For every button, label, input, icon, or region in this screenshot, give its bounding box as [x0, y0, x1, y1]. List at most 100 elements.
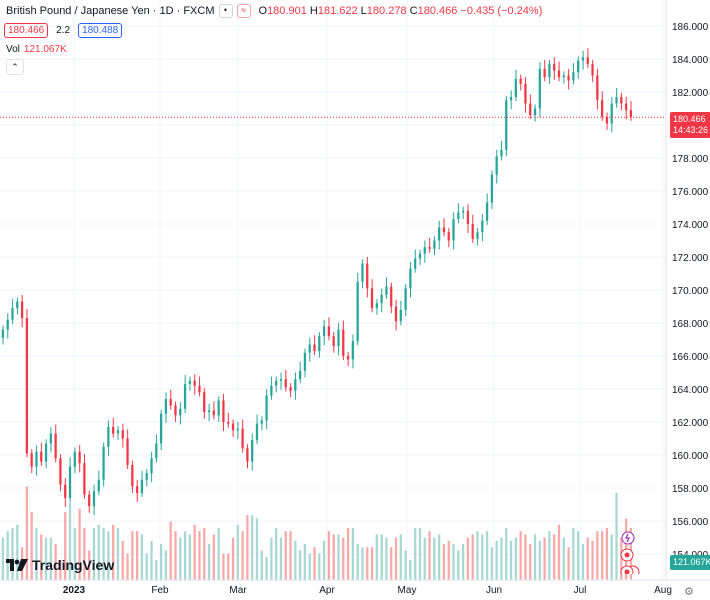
candle-body[interactable] — [366, 263, 369, 289]
candle-body[interactable] — [461, 210, 465, 213]
candle-body[interactable] — [438, 227, 441, 241]
event-markers[interactable] — [614, 528, 660, 574]
candle-body[interactable] — [174, 405, 177, 416]
candle-body[interactable] — [179, 408, 182, 416]
candle-body[interactable] — [596, 75, 599, 101]
candle-body[interactable] — [356, 281, 359, 342]
candle-body[interactable] — [308, 344, 311, 353]
candle-body[interactable] — [337, 329, 340, 347]
candle-body[interactable] — [227, 422, 230, 424]
candle-body[interactable] — [351, 341, 354, 360]
candle-body[interactable] — [44, 443, 48, 462]
candle-body[interactable] — [543, 68, 546, 78]
candle-body[interactable] — [92, 491, 96, 507]
buy-price-button[interactable]: 180.488 — [78, 23, 123, 38]
candle-body[interactable] — [121, 430, 124, 439]
candle-body[interactable] — [159, 413, 163, 444]
candle-body[interactable] — [562, 75, 565, 78]
candle-body[interactable] — [553, 63, 556, 71]
candle-body[interactable] — [332, 336, 335, 347]
candle-body[interactable] — [68, 466, 72, 498]
candle-body[interactable] — [601, 100, 604, 117]
candle-body[interactable] — [514, 78, 517, 97]
candle-body[interactable] — [303, 352, 307, 371]
candle-body[interactable] — [322, 326, 326, 337]
candle-body[interactable] — [452, 219, 455, 241]
candle-body[interactable] — [629, 110, 633, 117]
candle-body[interactable] — [313, 344, 316, 352]
candle-body[interactable] — [140, 479, 144, 493]
candle-body[interactable] — [572, 72, 575, 81]
candle-body[interactable] — [485, 202, 489, 221]
candle-body[interactable] — [581, 57, 585, 61]
candle-body[interactable] — [59, 458, 62, 485]
candle-body[interactable] — [203, 392, 206, 413]
volume-label[interactable]: Vol — [6, 44, 20, 55]
time-axis[interactable]: 2023 Feb Mar Apr May Jun Jul Aug — [63, 585, 672, 596]
candle-body[interactable] — [265, 395, 268, 421]
dot-indicator-icon[interactable]: • — [218, 4, 233, 18]
candle-body[interactable] — [275, 380, 278, 386]
candle-body[interactable] — [207, 410, 211, 413]
candle-body[interactable] — [471, 224, 474, 239]
candle-body[interactable] — [246, 448, 249, 462]
candle-body[interactable] — [591, 63, 594, 76]
candle-body[interactable] — [289, 387, 292, 391]
candle-body[interactable] — [150, 458, 153, 474]
candle-body[interactable] — [423, 247, 426, 254]
candle-body[interactable] — [385, 286, 388, 295]
candle-body[interactable] — [457, 212, 460, 220]
candle-body[interactable] — [20, 301, 24, 319]
candle-body[interactable] — [538, 68, 541, 109]
candle-body[interactable] — [236, 428, 239, 431]
candle-body[interactable] — [375, 303, 378, 309]
candle-body[interactable] — [49, 433, 52, 444]
candle-body[interactable] — [519, 78, 522, 84]
candle-body[interactable] — [30, 453, 33, 467]
candle-body[interactable] — [399, 309, 402, 322]
candle-body[interactable] — [112, 426, 115, 434]
candle-body[interactable] — [442, 227, 446, 233]
candle-body[interactable] — [126, 438, 129, 465]
candle-body[interactable] — [6, 319, 9, 330]
price-axis[interactable]: 186.000184.000182.000180.000178.000176.0… — [672, 22, 709, 561]
candle-body[interactable] — [217, 400, 220, 416]
candle-body[interactable] — [155, 443, 158, 459]
candle-body[interactable] — [40, 451, 43, 462]
candle-body[interactable] — [557, 70, 561, 78]
candle-body[interactable] — [164, 398, 168, 414]
compare-icon[interactable]: ≈ — [236, 4, 251, 18]
candle-body[interactable] — [318, 336, 321, 352]
settings-gear-icon[interactable]: ⚙ — [684, 586, 694, 598]
candle-body[interactable] — [102, 446, 105, 480]
candle-body[interactable] — [610, 103, 613, 124]
candle-body[interactable] — [135, 486, 139, 493]
candle-body[interactable] — [116, 430, 120, 434]
candle-body[interactable] — [183, 384, 187, 409]
candle-body[interactable] — [615, 96, 618, 104]
candle-body[interactable] — [193, 380, 196, 386]
candle-body[interactable] — [548, 63, 551, 78]
candle-body[interactable] — [131, 464, 134, 487]
candle-body[interactable] — [83, 463, 86, 495]
candle-body[interactable] — [529, 103, 532, 116]
candle-body[interactable] — [188, 380, 191, 385]
candle-body[interactable] — [533, 108, 537, 116]
candle-body[interactable] — [327, 326, 331, 337]
candle-body[interactable] — [251, 440, 254, 462]
candle-body[interactable] — [490, 174, 494, 203]
candle-body[interactable] — [231, 423, 235, 431]
candle-body[interactable] — [1, 329, 5, 338]
candle-body[interactable] — [107, 426, 110, 447]
candle-body[interactable] — [370, 288, 374, 309]
candle-body[interactable] — [346, 356, 350, 360]
candle-body[interactable] — [169, 398, 172, 406]
candle-body[interactable] — [255, 423, 259, 441]
candle-body[interactable] — [212, 410, 215, 416]
candle-body[interactable] — [260, 420, 263, 424]
candle-body[interactable] — [241, 428, 244, 449]
candle-body[interactable] — [524, 83, 527, 104]
symbol-title[interactable]: British Pound / Japanese Yen · 1D · FXCM — [6, 5, 215, 17]
candle-body[interactable] — [284, 379, 287, 388]
